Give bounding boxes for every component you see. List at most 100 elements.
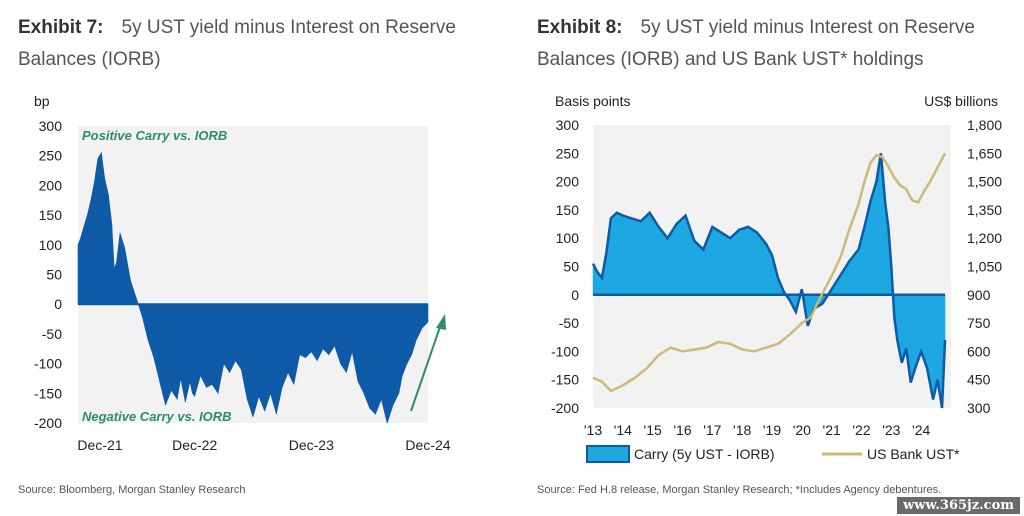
- y-tick-label-9: -150: [34, 385, 62, 401]
- y-tick-label-2: 200: [39, 177, 63, 193]
- carry-area-segment: [77, 238, 81, 305]
- watermark: www.365jz.com: [897, 497, 1020, 514]
- y-tick-label-8: -100: [34, 356, 62, 372]
- left-tick-label-9: -150: [551, 372, 579, 388]
- right-tick-label-4: 1,200: [967, 230, 1002, 246]
- carry-area-segment: [712, 226, 722, 296]
- carry-area-segment: [211, 303, 219, 395]
- carry-area-segment: [375, 303, 382, 415]
- carry-area-segment: [252, 303, 260, 418]
- carry-area-segment: [80, 226, 85, 305]
- right-tick-label-6: 900: [967, 287, 991, 303]
- left-tick-label-0: 300: [556, 117, 580, 133]
- legend-swatch-carry: [586, 445, 630, 463]
- positive-carry-annotation: Positive Carry vs. IORB: [82, 128, 227, 143]
- y-tick-label-5: 50: [46, 267, 62, 283]
- left-tick-label-1: 250: [556, 145, 580, 161]
- exhibit8-chart: Basis points US$ billions 300 250 200 150 100 5…: [551, 93, 1002, 463]
- legend-label-holdings: US Bank UST*: [867, 446, 960, 462]
- carry-area-segment: [406, 303, 412, 364]
- y-tick-label-4: 100: [39, 237, 63, 253]
- carry-area-segment: [200, 303, 207, 388]
- carry-outline: [591, 153, 947, 409]
- carry-area-segment: [386, 303, 394, 424]
- right-tick-label-7: 750: [967, 315, 991, 331]
- y-tick-label-1: 250: [39, 148, 63, 164]
- x-tick-label-6: '19: [763, 422, 781, 438]
- carry-area-segment: [676, 214, 686, 296]
- carry-area-segment: [97, 151, 102, 305]
- carry-area-segment: [258, 303, 265, 412]
- right-tick-label-10: 300: [967, 400, 991, 416]
- exhibit8-label: Exhibit 8:: [537, 17, 623, 38]
- carry-area-segment: [90, 182, 95, 305]
- trend-arrow-shaft: [410, 323, 442, 412]
- x-tick-label-0: Dec-21: [77, 437, 122, 453]
- right-tick-label-9: 450: [967, 372, 991, 388]
- trend-arrow-head: [436, 314, 446, 330]
- right-tick-label-2: 1,500: [967, 174, 1002, 190]
- exhibit8-source: Source: Fed H.8 release, Morgan Stanley …: [537, 484, 942, 496]
- carry-area-segment: [171, 303, 178, 401]
- y-tick-label-3: 150: [39, 207, 63, 223]
- carry-area-segment: [281, 303, 289, 388]
- right-axis-title: US$ billions: [924, 93, 998, 109]
- carry-area-segment: [610, 212, 618, 296]
- exhibit7-title: Exhibit 7: 5y UST yield minus Interest on…: [18, 12, 498, 76]
- carry-area-segment: [189, 303, 193, 394]
- left-tick-label-5: 50: [563, 259, 579, 275]
- carry-area-segment: [738, 226, 749, 296]
- y-tick-label-0: 300: [39, 118, 63, 134]
- right-tick-label-1: 1,650: [967, 145, 1002, 161]
- left-tick-label-2: 200: [556, 174, 580, 190]
- carry-area-segment: [311, 303, 318, 362]
- carry-area-segment: [402, 303, 408, 376]
- carry-area-segment: [622, 215, 633, 296]
- x-tick-label-11: '24: [912, 422, 930, 438]
- right-tick-label-3: 1,350: [967, 202, 1002, 218]
- carry-area-segment: [246, 303, 254, 418]
- exhibit7-chart: bp 300 250 200 150 100 50 0 -50 -100 -150 -200 Dec-2…: [34, 93, 451, 453]
- carry-area-segment: [299, 303, 306, 359]
- x-tick-label-0: '13: [584, 422, 602, 438]
- carry-area-segment: [235, 303, 242, 371]
- holdings-line: [592, 152, 947, 393]
- carry-area-segment: [83, 215, 88, 305]
- x-tick-label-5: '18: [733, 422, 751, 438]
- x-tick-label-2: '15: [644, 422, 662, 438]
- y-tick-label-6: 0: [54, 296, 62, 312]
- x-tick-label-10: '23: [882, 422, 900, 438]
- x-tick-label-3: Dec-24: [405, 437, 450, 453]
- legend-label-carry: Carry (5y UST - IORB): [634, 446, 775, 462]
- right-tick-label-0: 1,800: [967, 117, 1002, 133]
- carry-area-segment: [616, 212, 624, 296]
- left-tick-label-4: 100: [556, 230, 580, 246]
- exhibit8-title: Exhibit 8: 5y UST yield minus Interest on…: [537, 12, 1017, 76]
- exhibit7-label: Exhibit 7:: [18, 17, 104, 38]
- carry-area-segment: [363, 303, 370, 409]
- carry-area-segment: [640, 212, 650, 296]
- exhibit7-title-text: 5y UST yield minus Interest on Reserve B…: [18, 17, 456, 70]
- carry-area-segment: [369, 303, 376, 415]
- right-tick-label-5: 1,050: [967, 259, 1002, 275]
- carry-area-segment: [87, 200, 92, 305]
- carry-area-segment: [747, 226, 758, 296]
- carry-area-segment: [322, 303, 330, 356]
- carry-area-segment: [113, 262, 117, 305]
- y-tick-label-7: -50: [42, 326, 62, 342]
- x-tick-label-2: Dec-23: [289, 437, 334, 453]
- carry-area-segment: [229, 303, 236, 373]
- x-tick-label-4: '17: [703, 422, 721, 438]
- carry-area-segment: [101, 152, 106, 305]
- x-tick-label-1: '14: [614, 422, 632, 438]
- carry-area-segment: [729, 229, 740, 296]
- y-axis-title: bp: [34, 93, 50, 109]
- right-tick-label-8: 600: [967, 343, 991, 359]
- x-tick-label-1: Dec-22: [172, 437, 217, 453]
- carry-area-segment: [328, 303, 335, 356]
- x-tick-label-9: '22: [852, 422, 870, 438]
- carry-area-segment: [287, 303, 295, 385]
- exhibit7-source: Source: Bloomberg, Morgan Stanley Resear…: [18, 484, 246, 496]
- carry-area-segment: [357, 303, 365, 394]
- carry-area-segment: [192, 303, 195, 398]
